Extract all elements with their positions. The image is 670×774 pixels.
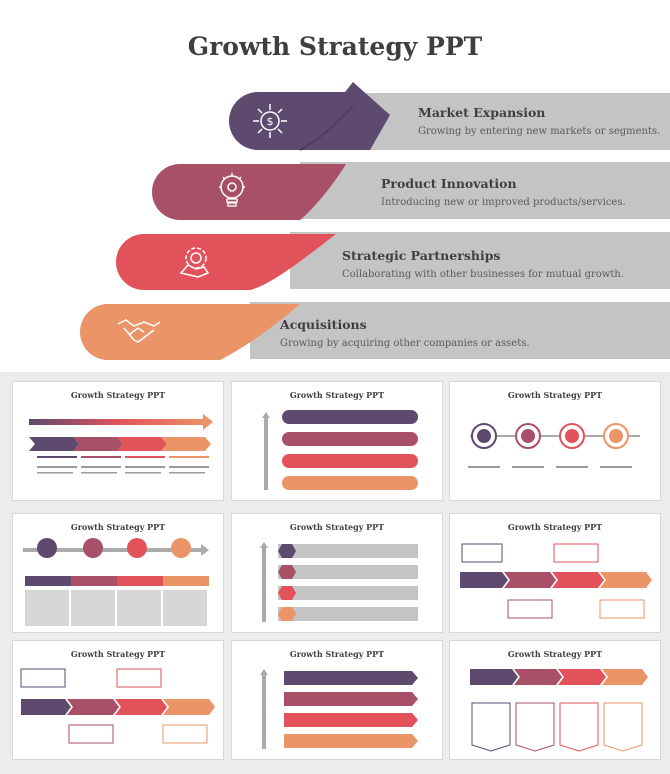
thumbnail-slide-3[interactable]: Growth Strategy PPT (449, 381, 661, 501)
thumbnail-title: Growth Strategy PPT (70, 390, 166, 400)
thumbnail-slide-4[interactable]: Growth Strategy PPT (12, 513, 224, 633)
thumbnail-title: Growth Strategy PPT (70, 649, 166, 659)
thumbnail-graphic (20, 668, 215, 744)
row-title: Product Innovation (381, 176, 517, 191)
hero-slide: Growth Strategy PPT $ Ma (0, 0, 670, 372)
thumbnail-title: Growth Strategy PPT (289, 649, 385, 659)
thumbnail-slide-2[interactable]: Growth Strategy PPT (231, 381, 443, 501)
thumbnail-title: Growth Strategy PPT (289, 522, 385, 532)
page-title: Growth Strategy PPT (187, 32, 483, 61)
lightbulb-gear-icon (219, 173, 245, 207)
row-title: Acquisitions (280, 317, 367, 332)
thumbnail-slide-5[interactable]: Growth Strategy PPT (231, 513, 443, 633)
thumbnail-graphic (29, 414, 213, 474)
thumbnail-graphic (460, 543, 652, 619)
thumbnail-graphic (468, 423, 640, 468)
row-text-2: Product Innovation Introducing new or im… (381, 176, 626, 208)
row-text-3: Strategic Partnerships Collaborating wit… (342, 248, 624, 280)
row-desc: Introducing new or improved products/ser… (381, 197, 626, 208)
row-band-2 (300, 162, 670, 219)
svg-text:$: $ (267, 115, 274, 128)
row-text-1: Market Expansion Growing by entering new… (418, 105, 660, 137)
thumbnail-slide-7[interactable]: Growth Strategy PPT (12, 640, 224, 760)
row-desc: Collaborating with other businesses for … (342, 269, 625, 280)
row-band-4 (250, 302, 670, 359)
row-desc: Growing by acquiring other companies or … (280, 338, 530, 349)
row-band-1 (330, 93, 670, 150)
row-title: Strategic Partnerships (342, 248, 501, 263)
row-text-4: Acquisitions Growing by acquiring other … (280, 317, 530, 349)
thumbnail-graphic (470, 669, 648, 752)
thumbnail-slide-6[interactable]: Growth Strategy PPT (449, 513, 661, 633)
thumbnail-title: Growth Strategy PPT (70, 522, 166, 532)
thumbnail-title: Growth Strategy PPT (289, 390, 385, 400)
thumbnail-graphic (260, 542, 418, 622)
row-title: Market Expansion (418, 105, 546, 120)
thumbnail-graphic (23, 538, 209, 626)
thumbnail-title: Growth Strategy PPT (507, 649, 603, 659)
thumbnail-graphic (262, 410, 418, 490)
row-band-3 (290, 232, 670, 289)
thumbnail-graphic (260, 669, 418, 749)
thumbnail-slide-1[interactable]: Growth Strategy PPT (12, 381, 224, 501)
gear-hand-icon (179, 247, 210, 278)
thumbnail-title: Growth Strategy PPT (507, 390, 603, 400)
row-desc: Growing by entering new markets or segme… (418, 126, 661, 137)
dollar-arrows-icon: $ (253, 104, 287, 138)
thumbnail-slide-9[interactable]: Growth Strategy PPT (449, 640, 661, 760)
thumbnail-slide-8[interactable]: Growth Strategy PPT (231, 640, 443, 760)
thumbnail-title: Growth Strategy PPT (507, 522, 603, 532)
handshake-icon (117, 319, 161, 343)
